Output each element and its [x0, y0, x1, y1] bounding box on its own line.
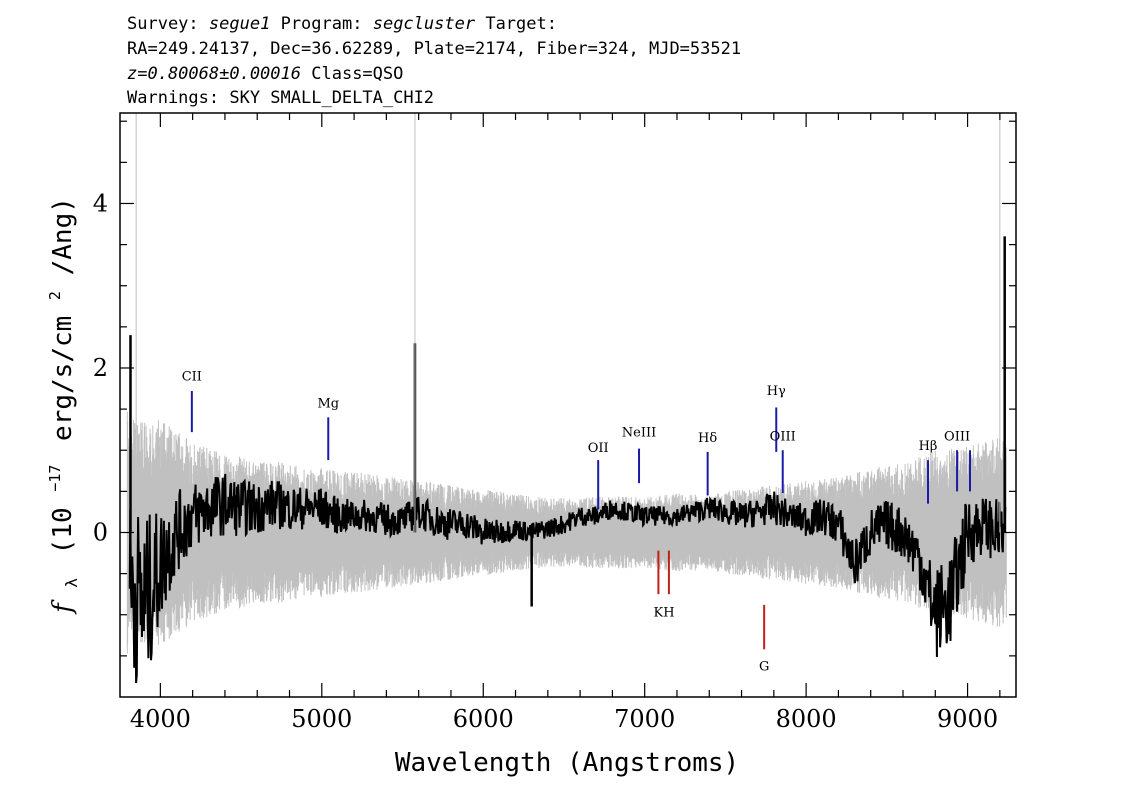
flux-spectrum-series: [128, 473, 1007, 684]
survey-value: segue1: [209, 14, 270, 34]
survey-label: Survey:: [127, 14, 199, 34]
x-tick-label-6000: 6000: [453, 705, 514, 733]
y-axis-unit-b: erg/s/cm: [48, 316, 78, 441]
y-axis-exponent-1: −17: [46, 465, 64, 492]
header-survey-line: Survey: segue1 Program: segcluster Targe…: [127, 14, 557, 34]
absorption-line-label-1: H: [663, 605, 674, 620]
emission-line-label-4: Hδ: [698, 431, 717, 446]
y-axis-unit-c: /Ang): [48, 197, 78, 275]
plot-area: CII Mg OII NeIII Hδ Hγ OIII Hβ OIII K H G 4000 5000 6…: [93, 112, 1017, 733]
x-tick-label-8000: 8000: [776, 705, 837, 733]
emission-line-label-0: CII: [182, 369, 202, 384]
emission-line-label-5: Hγ: [767, 384, 786, 399]
line-identifications: CII Mg OII NeIII Hδ Hγ OIII Hβ OIII K H G: [182, 369, 971, 675]
x-axis-label: Wavelength (Angstroms): [395, 748, 739, 778]
plot-frame: [119, 112, 1017, 698]
y-axis-label: f λ (10 −17 erg/s/cm 2 /Ang): [37, 197, 84, 615]
y-tick-label-0: 0: [93, 518, 108, 546]
emission-line-label-1: Mg: [317, 396, 339, 411]
absorption-line-label-0: K: [654, 605, 664, 620]
spike-marks: [129, 113, 1006, 607]
x-axis-title: Wavelength (Angstroms): [395, 748, 739, 778]
y-axis-subscript: λ: [62, 578, 81, 588]
y-axis-unit-a: (10: [48, 507, 78, 554]
absorption-line-label-2: G: [759, 660, 769, 675]
program-label: Program:: [281, 14, 363, 34]
y-axis-exponent-2: 2: [46, 291, 64, 300]
header-coords-line: RA=249.24137, Dec=36.62289, Plate=2174, …: [127, 39, 741, 59]
y-axis-symbol: f: [48, 599, 78, 615]
emission-line-label-3: NeIII: [622, 425, 656, 440]
x-tick-label-9000: 9000: [937, 705, 998, 733]
emission-line-label-8: OIII: [944, 429, 970, 444]
header-redshift-line: z=0.80068±0.00016 Class=QSO: [127, 64, 403, 84]
emission-line-label-7: Hβ: [919, 439, 938, 454]
class-value: Class=QSO: [311, 64, 403, 84]
axis-ticks: 4000 5000 6000 7000 8000 9000 0 2 4: [93, 113, 1016, 733]
emission-line-label-6: OIII: [770, 429, 796, 444]
y-tick-label-2: 2: [93, 354, 108, 382]
program-value: segcluster: [373, 14, 476, 34]
header-warnings-line: Warnings: SKY SMALL_DELTA_CHI2: [127, 88, 434, 108]
y-tick-label-4: 4: [93, 189, 108, 217]
redshift-value: z=0.80068±0.00016: [127, 64, 301, 84]
emission-line-label-2: OII: [588, 441, 609, 456]
x-tick-label-7000: 7000: [614, 705, 675, 733]
y-axis-title: f λ (10 −17 erg/s/cm 2 /Ang): [37, 197, 84, 615]
target-label: Target:: [485, 14, 557, 34]
header-block: Survey: segue1 Program: segcluster Targe…: [127, 14, 741, 108]
x-tick-label-5000: 5000: [291, 705, 352, 733]
x-tick-label-4000: 4000: [130, 705, 191, 733]
